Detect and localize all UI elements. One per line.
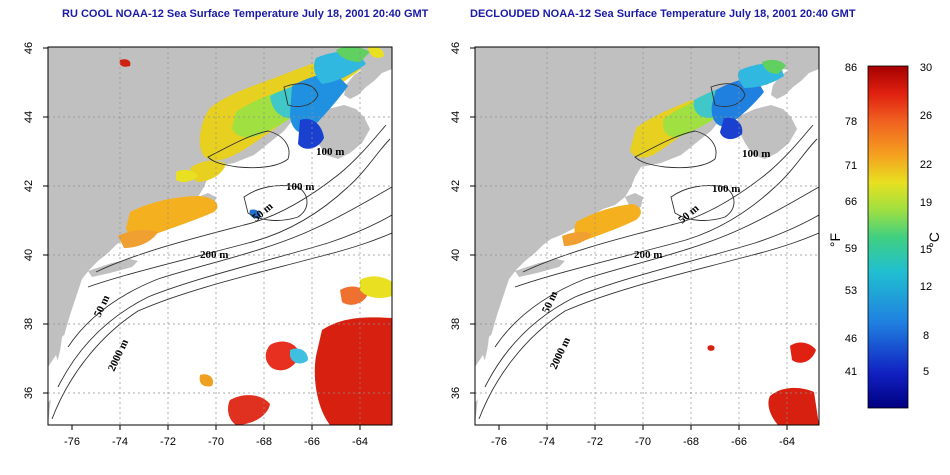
left-y-axis-ticks: 46 44 42 40 38 36 — [23, 42, 35, 399]
contour-label: 100 m — [742, 148, 770, 160]
celsius-unit-label: °C — [926, 232, 942, 248]
x-tick-label: -76 — [64, 436, 80, 448]
y-tick-label: 36 — [23, 387, 35, 399]
celsius-tick: 15 — [920, 244, 932, 256]
celsius-tick: 22 — [920, 159, 932, 171]
celsius-tick: 26 — [920, 110, 932, 122]
fahrenheit-tick: 71 — [845, 160, 857, 172]
fahrenheit-tick: 41 — [845, 366, 857, 378]
left-sst-field — [118, 47, 392, 425]
y-tick-label: 44 — [23, 111, 35, 123]
contour-label: 100 m — [286, 181, 314, 193]
right-x-axis-ticks: -76 -74 -72 -70 -68 -66 -64 — [491, 436, 795, 448]
celsius-scale: 30 26 22 19 15 12 8 5 — [920, 62, 932, 378]
y-tick-label: 38 — [450, 318, 462, 330]
celsius-tick: 5 — [923, 366, 929, 378]
fahrenheit-tick: 53 — [845, 285, 857, 297]
x-tick-label: -66 — [304, 436, 320, 448]
y-tick-label: 40 — [450, 249, 462, 261]
y-tick-label: 46 — [450, 42, 462, 54]
y-tick-label: 46 — [23, 42, 35, 54]
celsius-tick: 12 — [920, 281, 932, 293]
celsius-tick: 30 — [920, 62, 932, 74]
y-tick-label: 42 — [450, 180, 462, 192]
fahrenheit-tick: 66 — [845, 196, 857, 208]
x-tick-label: -64 — [779, 436, 795, 448]
y-tick-label: 42 — [23, 180, 35, 192]
left-map-panel: 100 m 100 m 50 m 200 m 50 m 2000 m — [23, 42, 393, 448]
x-tick-label: -68 — [683, 436, 699, 448]
right-y-axis-ticks: 46 44 42 40 38 36 — [450, 42, 462, 399]
right-map-title: DECLOUDED NOAA-12 Sea Surface Temperatur… — [470, 8, 856, 20]
x-tick-label: -74 — [539, 436, 555, 448]
x-tick-label: -70 — [208, 436, 224, 448]
right-map-panel: 100 m 100 m 50 m 200 m 50 m 2000 m — [450, 42, 820, 448]
left-x-axis-ticks: -76 -74 -72 -70 -68 -66 -64 — [64, 436, 368, 448]
contour-label: 200 m — [634, 249, 662, 261]
fahrenheit-tick: 86 — [845, 62, 857, 74]
celsius-tick: 19 — [920, 197, 932, 209]
x-tick-label: -74 — [112, 436, 128, 448]
fahrenheit-tick: 59 — [845, 243, 857, 255]
x-tick-label: -70 — [635, 436, 651, 448]
contour-label: 100 m — [712, 183, 740, 195]
fahrenheit-scale: 86 78 71 66 59 53 46 41 — [845, 62, 857, 378]
y-tick-label: 44 — [450, 111, 462, 123]
x-tick-label: -64 — [352, 436, 368, 448]
x-tick-label: -72 — [587, 436, 603, 448]
x-tick-label: -76 — [491, 436, 507, 448]
y-tick-label: 40 — [23, 249, 35, 261]
celsius-tick: 8 — [923, 330, 929, 342]
x-tick-label: -66 — [731, 436, 747, 448]
left-map-title: RU COOL NOAA-12 Sea Surface Temperature … — [62, 8, 429, 20]
y-tick-label: 38 — [23, 318, 35, 330]
y-tick-label: 36 — [450, 387, 462, 399]
x-tick-label: -68 — [256, 436, 272, 448]
fahrenheit-unit-label: °F — [827, 233, 843, 247]
x-tick-label: -72 — [160, 436, 176, 448]
temperature-colorbar: 86 78 71 66 59 53 46 41 30 26 22 19 15 1… — [827, 62, 942, 409]
fahrenheit-tick: 78 — [845, 116, 857, 128]
contour-label: 100 m — [316, 146, 344, 158]
right-sst-field — [562, 59, 819, 425]
fahrenheit-tick: 46 — [845, 333, 857, 345]
